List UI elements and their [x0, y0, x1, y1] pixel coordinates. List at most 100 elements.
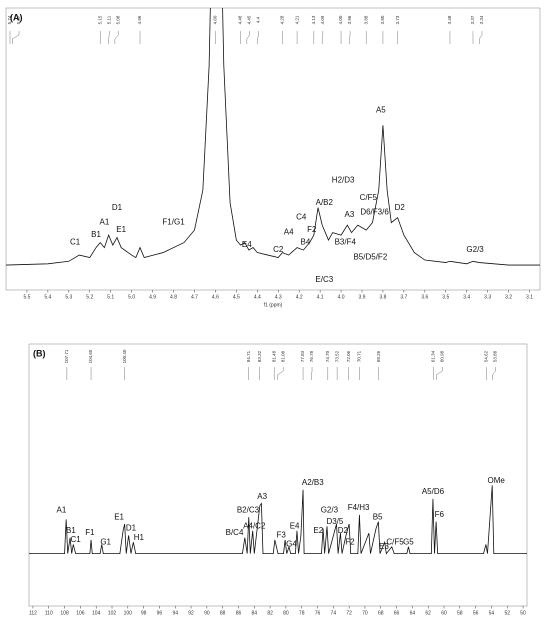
peak-label: 4.60 — [213, 15, 218, 24]
x-tick-label: 90 — [204, 610, 210, 616]
x-axis-label: f1 (ppm) — [264, 302, 283, 308]
peak-label: 81.48 — [271, 350, 276, 362]
peak-connector — [349, 31, 351, 44]
x-tick-label: 3.1 — [526, 294, 533, 300]
x-tick-label: 84 — [252, 610, 258, 616]
peak-label: 104.65 — [88, 349, 93, 363]
x-tick-label: 104 — [92, 610, 101, 616]
peak-annotation: D6/F3/6 — [360, 208, 389, 217]
peak-annotation: A1 — [57, 505, 67, 514]
peak-annotation: C1 — [71, 535, 82, 544]
peak-annotation: G1 — [100, 537, 111, 546]
peak-annotation: B3/F4 — [335, 238, 357, 247]
x-tick-label: 5.0 — [128, 294, 135, 300]
x-tick-label: 4.5 — [233, 294, 240, 300]
x-tick-label: 64 — [410, 610, 416, 616]
peak-label: 3.73 — [395, 15, 400, 24]
peak-connector — [246, 31, 250, 44]
x-tick-label: 5.5 — [23, 294, 30, 300]
x-tick-label: 76 — [315, 610, 321, 616]
x-tick-label: 92 — [188, 610, 194, 616]
peak-annotation: E/C3 — [315, 275, 333, 284]
peak-connector — [479, 31, 483, 44]
peak-annotation: E1 — [114, 512, 124, 521]
peak-connector — [257, 31, 259, 44]
peak-annotation: F1/G1 — [162, 218, 185, 227]
peak-label: 76.78 — [309, 350, 314, 362]
x-tick-label: 3.3 — [484, 294, 491, 300]
x-tick-label: 80 — [283, 610, 289, 616]
peak-annotation: A1 — [100, 218, 110, 227]
peak-annotation: D1 — [126, 524, 137, 533]
x-tick-label: 62 — [425, 610, 431, 616]
peak-label: 54.62 — [484, 350, 489, 362]
peak-annotation: B/C4 — [226, 528, 244, 537]
x-tick-label: 4.2 — [296, 294, 303, 300]
peak-label: 4.00 — [338, 15, 343, 24]
peak-label: 4.4 — [256, 16, 261, 23]
peak-label: 77.83 — [300, 350, 305, 362]
peak-label: 4.21 — [294, 15, 299, 24]
peak-label: 61.34 — [431, 350, 436, 362]
x-tick-label: 72 — [346, 610, 352, 616]
peak-label: 3.96 — [347, 15, 352, 24]
peak-label: 83.32 — [257, 350, 262, 362]
peak-label: 5.57 — [16, 15, 21, 24]
peak-annotation: B1 — [66, 526, 76, 535]
peak-annotation: B5/D5/F2 — [353, 253, 387, 262]
peak-annotation: G2/3 — [321, 505, 339, 514]
peak-annotation: C4 — [296, 213, 307, 222]
x-tick-label: 58 — [457, 610, 463, 616]
peak-label: 70.71 — [357, 350, 362, 362]
peak-annotation: G2/3 — [466, 245, 484, 254]
panel: (B) 112 110 108 106 104 102 100 98 96 94 92 90 88 86 84… — [28, 343, 528, 616]
x-tick-label: 96 — [157, 610, 163, 616]
x-tick-label: 100 — [124, 610, 133, 616]
x-tick-label: 4.8 — [170, 294, 177, 300]
peak-label: 73.52 — [334, 350, 339, 362]
x-tick-label: 5.2 — [86, 294, 93, 300]
panel-title: (A) — [10, 12, 23, 22]
x-tick-label: 4.6 — [212, 294, 219, 300]
x-tick-label: 3.6 — [421, 294, 428, 300]
peak-label: 4.09 — [320, 15, 325, 24]
peak-annotation: C1 — [70, 238, 81, 247]
peak-annotation: A4/C2 — [243, 521, 266, 530]
peak-label: 53.88 — [493, 350, 498, 362]
peak-connector — [322, 31, 324, 44]
x-tick-label: 4.7 — [191, 294, 198, 300]
peak-annotation: E1 — [116, 225, 126, 234]
peak-label: 4.28 — [280, 15, 285, 24]
peak-annotation: B5 — [373, 512, 383, 521]
x-tick-label: 3.4 — [463, 294, 470, 300]
x-tick-label: 52 — [504, 610, 510, 616]
peak-annotation: D3/5 — [326, 517, 343, 526]
x-tick-label: 60 — [441, 610, 447, 616]
peak-annotation: F2 — [345, 537, 355, 546]
peak-label: 4.13 — [311, 15, 316, 24]
peak-annotation: F3 — [276, 530, 286, 539]
x-tick-label: 3.7 — [400, 294, 407, 300]
peak-label: 68.26 — [376, 350, 381, 362]
x-tick-label: 86 — [236, 610, 242, 616]
x-tick-label: 102 — [108, 610, 117, 616]
x-tick-label: 94 — [172, 610, 178, 616]
x-tick-label: 3.5 — [442, 294, 449, 300]
peak-label: 4.96 — [137, 15, 142, 24]
panel-title: (B) — [33, 348, 46, 358]
spectrum-line — [29, 485, 527, 555]
x-tick-label: 4.3 — [275, 294, 282, 300]
peak-label: 3.48 — [447, 15, 452, 24]
x-tick-label: 78 — [299, 610, 305, 616]
peak-label: 5.08 — [115, 15, 120, 24]
panel: (A) 5.5 5.4 5.3 5.2 5.1 5.0 4.9 4.8 4.7 4.6 4.5 4.4 4… — [5, 7, 541, 308]
x-tick-label: 68 — [378, 610, 384, 616]
peak-annotation: G5 — [403, 537, 414, 546]
peak-annotation: A5 — [376, 105, 386, 114]
peak-annotation: E3 — [379, 542, 389, 551]
peak-label: 5.11 — [106, 15, 111, 24]
peak-annotation: D2 — [395, 203, 406, 212]
peak-annotation: H1 — [134, 533, 145, 542]
peak-annotation: D2 — [338, 526, 349, 535]
